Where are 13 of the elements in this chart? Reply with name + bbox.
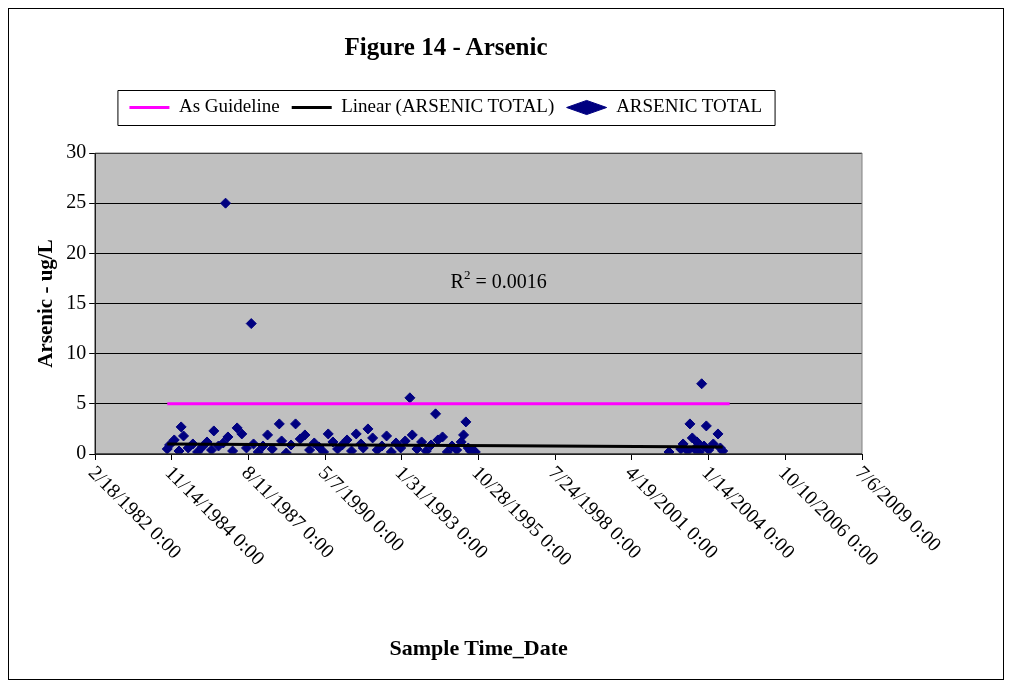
legend-label: Linear (ARSENIC TOTAL)	[341, 95, 555, 118]
legend-label: ARSENIC TOTAL	[616, 95, 763, 117]
y-tick-label: 20	[66, 240, 87, 263]
x-axis-title: Sample Time_Date	[389, 635, 568, 660]
y-tick-label: 10	[66, 340, 87, 363]
y-axis-title: Arsenic - ug/L	[33, 239, 58, 368]
y-tick-label: 0	[76, 441, 87, 464]
y-tick-label: 30	[66, 140, 87, 163]
chart-title: Figure 14 - Arsenic	[344, 33, 548, 61]
y-tick-label: 15	[66, 290, 87, 313]
y-tick-label: 25	[66, 190, 87, 213]
y-tick-label: 5	[76, 391, 87, 414]
legend-label: As Guideline	[178, 95, 280, 117]
